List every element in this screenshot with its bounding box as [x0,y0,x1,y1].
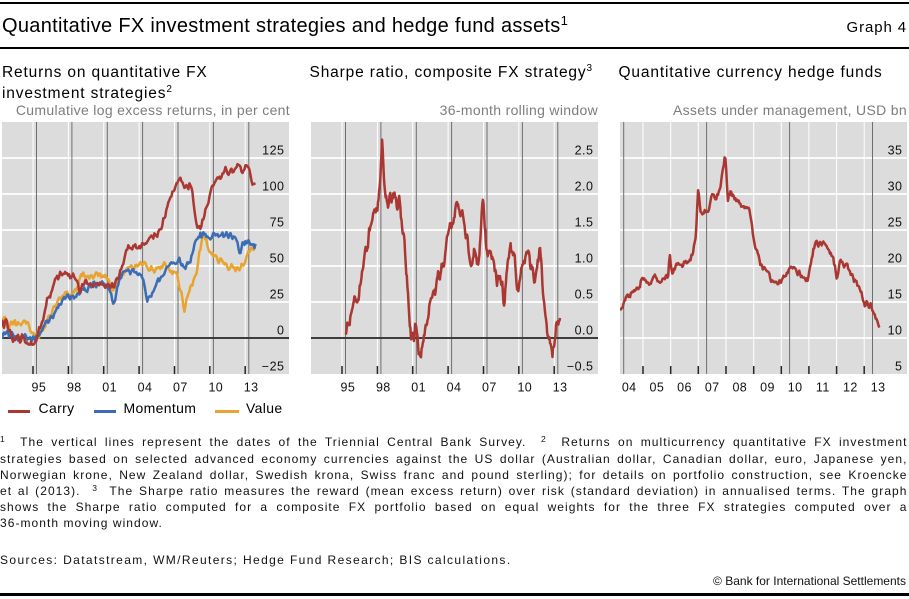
svg-text:1.0: 1.0 [575,252,594,266]
svg-text:04: 04 [622,381,637,395]
svg-text:75: 75 [270,216,285,230]
svg-text:98: 98 [376,381,391,395]
svg-text:125: 125 [262,144,284,158]
svg-text:01: 01 [411,381,426,395]
svg-text:09: 09 [760,381,775,395]
svg-text:2.5: 2.5 [575,144,594,158]
svg-text:100: 100 [262,180,284,194]
svg-text:06: 06 [677,381,692,395]
svg-text:05: 05 [650,381,665,395]
svg-text:−25: −25 [262,360,285,374]
svg-text:04: 04 [447,381,462,395]
svg-text:35: 35 [888,144,903,158]
svg-text:25: 25 [888,216,903,230]
svg-text:07: 07 [173,381,188,395]
svg-text:1.5: 1.5 [575,216,594,230]
svg-text:10: 10 [517,381,532,395]
svg-text:10: 10 [788,381,803,395]
svg-text:−0.5: −0.5 [567,360,594,374]
svg-text:11: 11 [816,381,830,395]
svg-text:13: 13 [871,381,886,395]
svg-text:10: 10 [208,381,223,395]
svg-text:04: 04 [138,381,153,395]
svg-text:07: 07 [705,381,720,395]
svg-text:07: 07 [482,381,497,395]
svg-text:30: 30 [888,180,903,194]
svg-text:01: 01 [102,381,117,395]
svg-text:98: 98 [67,381,82,395]
svg-text:20: 20 [888,252,903,266]
svg-text:12: 12 [843,381,858,395]
svg-text:0: 0 [277,324,284,338]
svg-text:15: 15 [888,288,903,302]
svg-text:13: 13 [244,381,259,395]
svg-text:95: 95 [32,381,47,395]
svg-text:10: 10 [888,324,903,338]
svg-text:13: 13 [553,381,568,395]
svg-text:5: 5 [895,360,902,374]
svg-text:08: 08 [732,381,747,395]
svg-text:2.0: 2.0 [575,180,594,194]
svg-text:50: 50 [270,252,285,266]
svg-text:0.0: 0.0 [575,324,594,338]
svg-text:0.5: 0.5 [575,288,594,302]
svg-text:25: 25 [270,288,285,302]
svg-text:95: 95 [341,381,356,395]
